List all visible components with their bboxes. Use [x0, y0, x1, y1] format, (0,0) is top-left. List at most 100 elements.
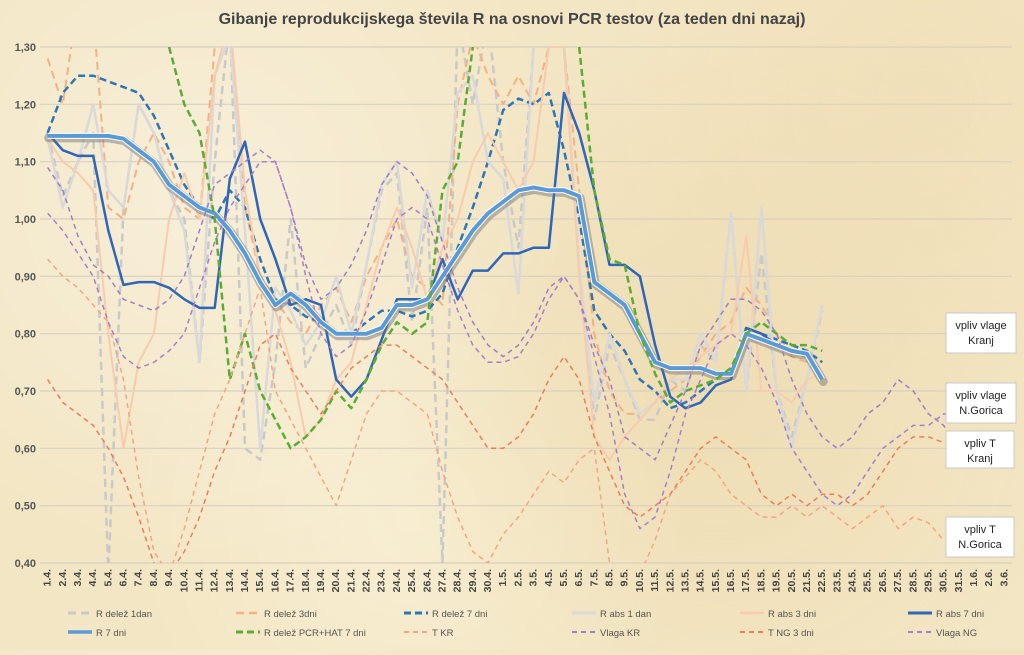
x-tick-label: 20.4.: [330, 569, 342, 592]
annotation-text: Kranj: [968, 335, 994, 347]
x-tick-label: 6.5.: [573, 569, 585, 587]
x-tick-label: 17.5.: [740, 569, 752, 592]
x-tick-label: 1.6.: [968, 569, 980, 587]
annotation-text: vpliv T: [964, 438, 996, 450]
chart-title: Gibanje reprodukcijskega števila R na os…: [219, 11, 806, 28]
legend-label: T NG 3 dni: [768, 628, 814, 639]
legend: R delež 1dan R delež 3dni R delež 7 dni R a…: [68, 609, 984, 639]
x-tick-label: 4.4.: [87, 569, 99, 587]
x-tick-label: 21.5.: [801, 569, 813, 592]
legend-label: Vlaga KR: [600, 628, 640, 639]
legend-label: R delež PCR+HAT 7 dni: [264, 628, 366, 639]
legend-label: R 7 dni: [96, 628, 126, 639]
x-tick-label: 5.5.: [558, 569, 570, 587]
x-tick-label: 1.4.: [42, 569, 54, 587]
y-tick-label: 1,00: [15, 214, 36, 226]
y-tick-label: 0,90: [15, 271, 36, 283]
annotation-text: vpliv vlage: [955, 390, 1006, 402]
legend-label: Vlaga NG: [936, 628, 977, 639]
y-tick-label: 1,30: [15, 42, 36, 54]
annotation-text: Kranj: [967, 453, 993, 465]
x-tick-label: 9.4.: [163, 569, 175, 587]
series-line-12: [47, 160, 959, 530]
series-line-5: [46, 47, 823, 461]
series-line-11: [46, 332, 944, 563]
x-tick-label: 8.5.: [604, 569, 616, 587]
x-tick-label: 10.4.: [178, 569, 190, 592]
x-tick-label: 8.4.: [148, 569, 160, 587]
x-tick-label: 21.4.: [345, 569, 357, 592]
y-tick-label: 1,10: [15, 157, 36, 169]
x-tick-label: 14.4.: [239, 569, 251, 592]
y-tick-label: 0,80: [15, 329, 36, 341]
legend-label: R delež 3dni: [264, 609, 317, 620]
annotation-text: N.Gorica: [959, 405, 1003, 417]
x-tick-label: 30.5.: [938, 569, 950, 592]
annotation-box: vpliv vlage N.Gorica: [945, 382, 1017, 424]
x-tick-label: 29.4.: [467, 569, 479, 592]
x-tick-label: 7.5.: [588, 569, 600, 587]
x-tick-label: 24.5.: [847, 569, 859, 592]
x-tick-label: 13.5.: [679, 569, 691, 592]
x-tick-label: 27.4.: [436, 569, 448, 592]
x-tick-label: 29.5.: [922, 569, 934, 592]
series-line-4: [46, 47, 824, 450]
x-tick-label: 23.4.: [376, 569, 388, 592]
legend-label: R abs 1 dan: [600, 609, 651, 620]
x-tick-label: 28.4.: [452, 569, 464, 592]
x-tick-label: 18.4.: [300, 569, 312, 592]
x-tick-label: 2.5.: [512, 569, 524, 587]
y-tick-label: 0,40: [15, 558, 36, 570]
x-tick-label: 22.5.: [816, 569, 828, 592]
x-tick-label: 4.5.: [543, 569, 555, 587]
x-tick-label: 5.4.: [102, 569, 114, 587]
x-tick-label: 15.5.: [710, 569, 722, 592]
x-tick-label: 3.6.: [998, 569, 1010, 587]
x-tick-label: 26.4.: [421, 569, 433, 592]
legend-label: R abs 3 dni: [768, 609, 816, 620]
x-tick-label: 25.5.: [862, 569, 874, 592]
y-tick-label: 1,20: [15, 99, 36, 111]
x-tick-label: 20.5.: [786, 569, 798, 592]
grid-layer: [40, 46, 1012, 564]
annotation-text: N.Gorica: [958, 539, 1002, 551]
axis-layer: 0,40 0,50 0,60 0,70 0,80 0,90 1,00 1,10 1,20 1,30…: [15, 42, 1011, 592]
series-line-8: [167, 47, 823, 450]
x-tick-label: 19.4.: [315, 569, 327, 592]
x-tick-label: 11.4.: [193, 569, 205, 592]
x-tick-label: 23.5.: [831, 569, 843, 592]
x-tick-label: 2.6.: [983, 569, 995, 587]
x-tick-label: 7.4.: [133, 569, 145, 587]
x-tick-label: 14.5.: [695, 569, 707, 592]
x-tick-label: 1.5.: [497, 569, 509, 587]
annotation-box: vpliv T N.Gorica: [945, 516, 1015, 558]
legend-label: R delež 1dan: [96, 609, 152, 620]
x-tick-label: 3.5.: [528, 569, 540, 587]
annotation-text: vpliv T: [964, 524, 996, 536]
annotation-text: vpliv vlage: [955, 320, 1006, 332]
x-tick-label: 19.5.: [771, 569, 783, 592]
x-tick-label: 16.5.: [725, 569, 737, 592]
x-tick-label: 25.4.: [406, 569, 418, 592]
y-tick-label: 0,60: [15, 443, 36, 455]
y-tick-label: 0,50: [15, 501, 36, 513]
x-tick-label: 11.5.: [649, 569, 661, 592]
x-tick-label: 10.5.: [634, 569, 646, 592]
x-tick-label: 31.5.: [953, 569, 965, 592]
x-tick-label: 30.4.: [482, 569, 494, 592]
series-line-10: [46, 149, 960, 461]
x-tick-label: 28.5.: [907, 569, 919, 592]
series-layer: [44, 47, 960, 563]
x-tick-label: 12.4.: [209, 569, 221, 592]
x-tick-label: 26.5.: [877, 569, 889, 592]
series-line-9: [47, 258, 945, 563]
x-tick-label: 27.5.: [892, 569, 904, 592]
x-tick-label: 18.5.: [755, 569, 767, 592]
x-tick-label: 15.4.: [254, 569, 266, 592]
series-line-6: [46, 91, 824, 410]
annotation-box: vpliv T Kranj: [945, 430, 1015, 469]
x-tick-label: 22.4.: [361, 569, 373, 592]
y-tick-label: 0,70: [15, 386, 36, 398]
